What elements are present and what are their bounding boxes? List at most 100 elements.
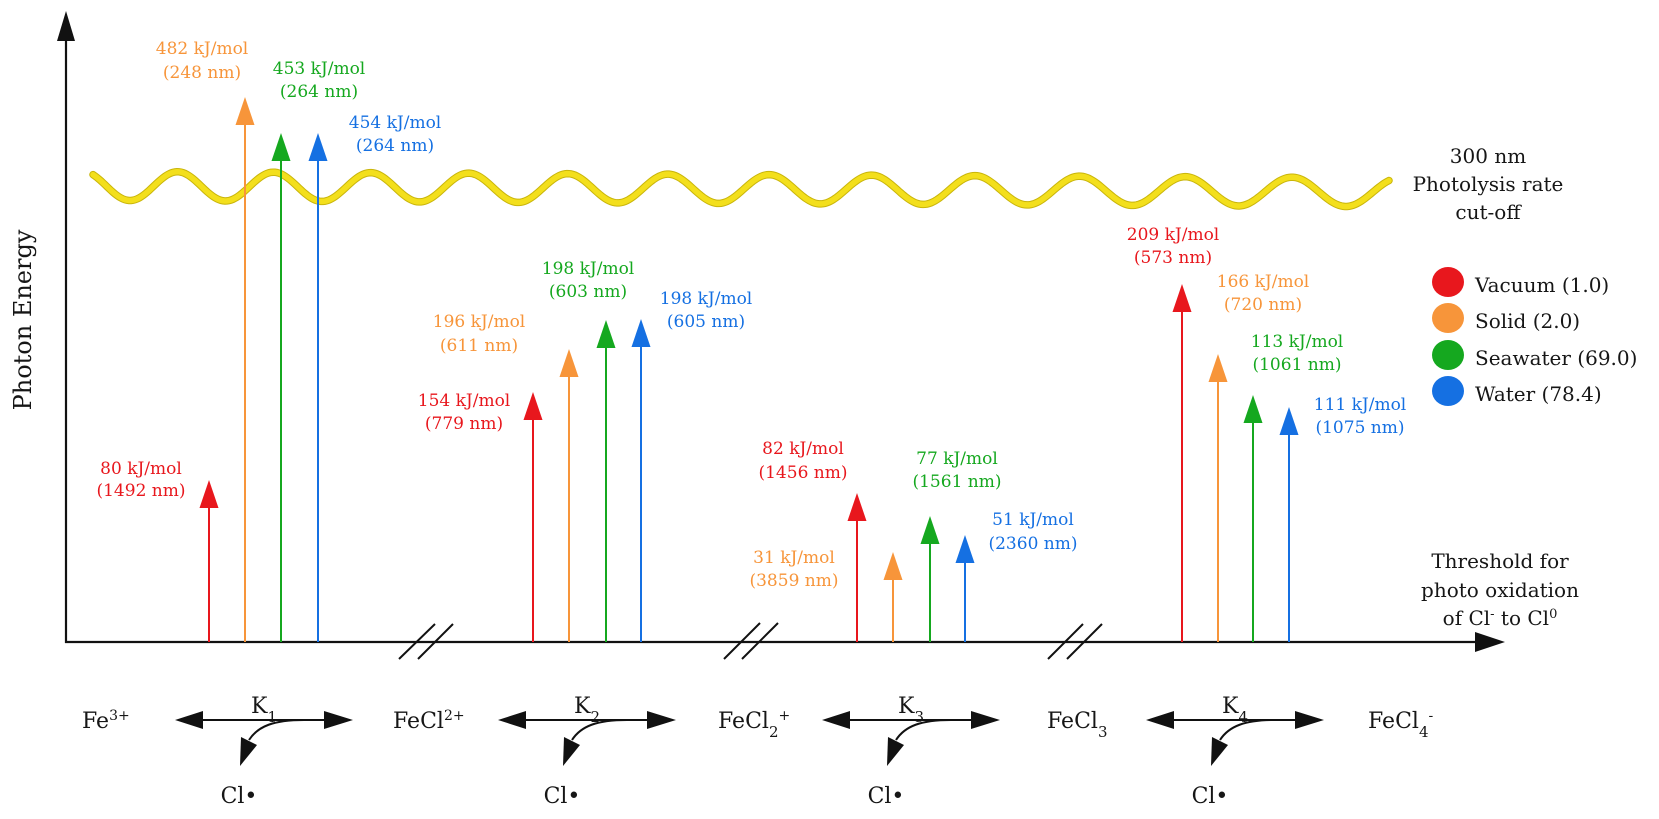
energy-arrowhead-icon xyxy=(920,516,940,544)
x-axis xyxy=(65,632,1505,652)
curved-arrow-line xyxy=(895,719,952,741)
wavelength-value-label: (1061 nm) xyxy=(1252,355,1341,375)
constant-subscript: 2 xyxy=(590,708,600,726)
arrow-left-icon xyxy=(822,711,850,729)
cutoff-wave-line xyxy=(90,168,1392,210)
axis-break-mark xyxy=(723,622,761,660)
species-formula: Fe3+ xyxy=(82,708,130,734)
x-axis-label: Threshold for photo oxidation of Cl- to … xyxy=(1421,549,1579,630)
energy-arrowhead-icon xyxy=(955,535,975,563)
energy-value-label: 454 kJ/mol xyxy=(349,113,442,133)
species-formula-superscript: + xyxy=(779,708,791,724)
wavelength-value-label: (720 nm) xyxy=(1224,295,1302,315)
wavelength-value-label: (779 nm) xyxy=(425,414,503,434)
x-axis-label-superscript: 0 xyxy=(1549,607,1557,622)
axis-break-mark xyxy=(1047,623,1084,660)
x-axis-label-line3: of Cl- to Cl0 xyxy=(1443,606,1558,630)
energy-value-label: 77 kJ/mol xyxy=(916,449,998,469)
energy-arrow-vacuum xyxy=(523,392,543,642)
energy-arrows xyxy=(199,97,1299,642)
axis-break-mark xyxy=(417,623,454,660)
energy-arrowhead-icon xyxy=(596,320,616,348)
cutoff-annotation: 300 nm Photolysis rate cut-off xyxy=(1413,144,1564,224)
energy-arrow-solid xyxy=(235,97,255,642)
y-axis-arrowhead-icon xyxy=(57,11,75,41)
energy-value-label: 196 kJ/mol xyxy=(433,312,526,332)
cutoff-label-line2: Photolysis rate xyxy=(1413,172,1564,196)
reaction-scheme: Fe3+ FeCl2+ FeCl2+ FeCl3 FeCl4-K1Cl•K2Cl•K3C… xyxy=(82,694,1434,809)
legend-label: Water (78.4) xyxy=(1475,382,1602,406)
species-formula-base: FeCl xyxy=(718,709,769,734)
wavelength-value-label: (3859 nm) xyxy=(749,571,838,591)
curved-arrowhead-icon xyxy=(887,737,904,766)
legend-label: Seawater (69.0) xyxy=(1475,346,1637,370)
energy-arrowhead-icon xyxy=(559,349,579,377)
species-formula-base: FeCl xyxy=(1047,709,1098,734)
arrow-left-icon xyxy=(175,711,203,729)
energy-arrow-seawater xyxy=(596,320,616,642)
equilibrium-3: K3 Cl• xyxy=(822,694,1000,809)
axis-break-mark xyxy=(398,623,436,660)
species-formula: FeCl2+ xyxy=(393,708,465,734)
x-axis-arrowhead-icon xyxy=(1475,632,1505,652)
energy-value-label: 482 kJ/mol xyxy=(156,39,249,59)
arrow-right-icon xyxy=(1295,711,1324,729)
wavelength-value-label: (264 nm) xyxy=(356,136,434,156)
energy-value-label: 51 kJ/mol xyxy=(992,510,1074,530)
constant-subscript: 1 xyxy=(267,708,277,726)
energy-arrow-seawater xyxy=(271,133,291,642)
cutoff-wave xyxy=(89,167,1393,211)
energy-value-label: 154 kJ/mol xyxy=(418,391,511,411)
energy-value-label: 80 kJ/mol xyxy=(100,459,182,479)
energy-arrow-water xyxy=(955,535,975,642)
chlorine-radical-label: Cl• xyxy=(1192,784,1229,809)
energy-arrowhead-icon xyxy=(1208,354,1228,382)
energy-arrowhead-icon xyxy=(235,97,255,125)
arrow-right-icon xyxy=(324,711,353,729)
species-formula-subscript: 4 xyxy=(1419,723,1429,741)
energy-arrow-vacuum xyxy=(199,480,219,642)
equilibrium-constant-label: K3 xyxy=(898,694,924,726)
wavelength-value-label: (2360 nm) xyxy=(988,534,1077,554)
arrow-left-icon xyxy=(498,711,526,729)
energy-arrowhead-icon xyxy=(1243,395,1263,423)
species-formula-base: FeCl xyxy=(393,709,444,734)
energy-arrow-solid xyxy=(883,552,903,642)
axis-break-mark xyxy=(1066,623,1103,660)
energy-value-label: 31 kJ/mol xyxy=(753,548,835,568)
energy-arrowhead-icon xyxy=(271,133,291,161)
energy-arrowhead-icon xyxy=(523,392,543,420)
chlorine-radical-label: Cl• xyxy=(868,784,905,809)
equilibrium-constant-label: K4 xyxy=(1222,694,1248,726)
wavelength-value-label: (1492 nm) xyxy=(96,481,185,501)
curved-arrow-line xyxy=(571,719,628,741)
energy-arrow-water xyxy=(1279,407,1299,642)
species-formula-base: Fe xyxy=(82,709,109,734)
curved-arrowhead-icon xyxy=(563,737,580,766)
species-formula-superscript: - xyxy=(1429,708,1434,724)
cutoff-label-line1: 300 nm xyxy=(1450,144,1526,168)
arrow-right-icon xyxy=(971,711,1000,729)
x-axis-label-part: to Cl xyxy=(1495,606,1550,630)
wavelength-value-label: (248 nm) xyxy=(163,63,241,83)
legend-label: Vacuum (1.0) xyxy=(1474,273,1609,297)
energy-arrowhead-icon xyxy=(631,319,651,347)
species-formula-base: FeCl xyxy=(1368,709,1419,734)
energy-arrowhead-icon xyxy=(847,493,867,521)
legend-swatch-icon xyxy=(1432,376,1464,406)
wavelength-value-label: (611 nm) xyxy=(440,336,518,356)
energy-value-label: 82 kJ/mol xyxy=(762,439,844,459)
equilibrium-4: K4 Cl• xyxy=(1146,694,1324,809)
curved-arrow-line xyxy=(1219,719,1276,741)
wavelength-value-label: (573 nm) xyxy=(1134,248,1212,268)
constant-base: K xyxy=(898,694,915,719)
arrow-left-icon xyxy=(1146,711,1174,729)
species-formula: FeCl4- xyxy=(1368,708,1434,741)
wavelength-value-label: (264 nm) xyxy=(280,82,358,102)
constant-subscript: 4 xyxy=(1238,708,1248,726)
energy-arrow-vacuum xyxy=(1172,284,1192,642)
energy-arrow-solid xyxy=(559,349,579,642)
curved-arrowhead-icon xyxy=(240,737,257,766)
energy-arrow-water xyxy=(631,319,651,642)
